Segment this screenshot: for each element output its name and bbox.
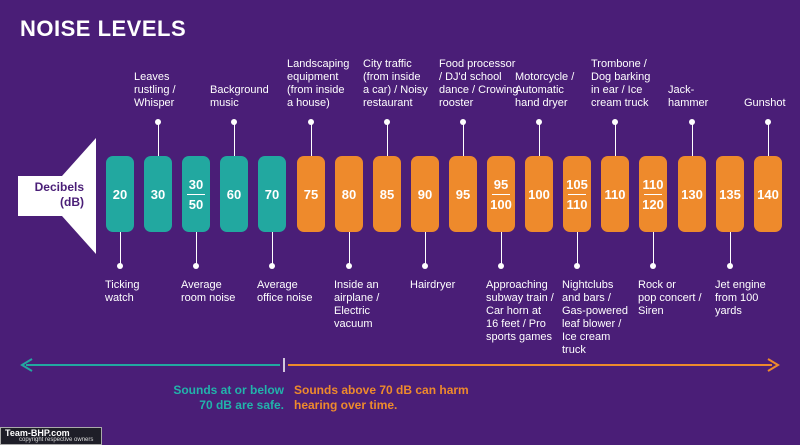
noise-source-label: Leaves rustling / Whisper (134, 71, 176, 109)
connector-dot (231, 119, 237, 125)
db-range-value: 110 120 (642, 176, 664, 212)
connector-dot (650, 263, 656, 269)
connector-dot (269, 263, 275, 269)
connector-line (730, 232, 731, 266)
connector-line (234, 122, 235, 156)
db-level-20: 20 (106, 156, 134, 232)
connector-line (501, 232, 502, 266)
noise-source-label: Rock or pop concert / Siren (638, 279, 702, 317)
connector-dot (498, 263, 504, 269)
watermark: Team-BHP.com copyright respective owners (0, 427, 102, 445)
db-value: 100 (528, 186, 550, 202)
connector-dot (765, 119, 771, 125)
db-level-100: 100 (525, 156, 553, 232)
db-level-30-50: 30 50 (182, 156, 210, 232)
connector-line (653, 232, 654, 266)
harm-zone-text: Sounds above 70 dB can harm hearing over … (294, 383, 469, 412)
noise-source-label: Inside an airplane / Electric vacuum (334, 279, 380, 330)
db-level-140: 140 (754, 156, 782, 232)
db-level-110-120: 110 120 (639, 156, 667, 232)
connector-dot (308, 119, 314, 125)
db-value: 20 (112, 186, 128, 202)
db-value: 95 (455, 186, 471, 202)
db-level-85: 85 (373, 156, 401, 232)
page-title: NOISE LEVELS (20, 16, 187, 41)
connector-dot (689, 119, 695, 125)
db-value: 130 (681, 186, 703, 202)
db-value: 30 (150, 186, 166, 202)
db-range-value: 30 50 (187, 176, 205, 212)
connector-dot (536, 119, 542, 125)
db-level-135: 135 (716, 156, 744, 232)
connector-line (577, 232, 578, 266)
db-range-value: 95 100 (490, 176, 512, 212)
noise-source-label: Hairdryer (410, 279, 456, 291)
connector-dot (460, 119, 466, 125)
watermark-brand: Team-BHP.com (5, 428, 70, 438)
db-range-value: 105 110 (566, 176, 588, 212)
connector-dot (422, 263, 428, 269)
db-level-130: 130 (678, 156, 706, 232)
connector-dot (193, 263, 199, 269)
db-level-90: 90 (411, 156, 439, 232)
db-level-70: 70 (258, 156, 286, 232)
db-level-110: 110 (601, 156, 629, 232)
connector-dot (117, 263, 123, 269)
watermark-note: copyright respective owners (19, 437, 94, 443)
db-value: 70 (264, 186, 280, 202)
connector-dot (384, 119, 390, 125)
db-value: 140 (757, 186, 779, 202)
connector-dot (155, 119, 161, 125)
connector-line (768, 122, 769, 156)
connector-line (539, 122, 540, 156)
safe-zone-text: Sounds at or below 70 dB are safe. (173, 383, 284, 412)
speaker-icon (18, 138, 96, 254)
db-level-60: 60 (220, 156, 248, 232)
noise-source-label: Food processor / DJ'd school dance / Crowi… (439, 58, 519, 109)
db-value: 110 (604, 186, 626, 202)
noise-source-label: Nightclubs and bars / Gas-powered leaf blow… (562, 279, 629, 356)
connector-dot (727, 263, 733, 269)
connector-line (158, 122, 159, 156)
noise-source-label: Landscaping equipment (from inside a house) (287, 58, 350, 109)
connector-dot (574, 263, 580, 269)
decibels-label: Decibels (dB) (34, 180, 84, 209)
connector-line (425, 232, 426, 266)
zone-arrows (20, 358, 780, 372)
noise-source-label: Average office noise (257, 279, 313, 304)
connector-line (615, 122, 616, 156)
noise-source-label: Motorcycle / Automatic hand dryer (515, 71, 575, 109)
db-value: 85 (379, 186, 395, 202)
noise-source-label: Background music (210, 84, 269, 109)
connector-dot (612, 119, 618, 125)
db-value: 75 (303, 186, 319, 202)
db-level-95-100: 95 100 (487, 156, 515, 232)
noise-source-label: Ticking watch (105, 279, 140, 304)
db-level-80: 80 (335, 156, 363, 232)
noise-source-label: Jack-hammer (668, 84, 709, 109)
db-value: 135 (719, 186, 741, 202)
db-level-75: 75 (297, 156, 325, 232)
connector-line (387, 122, 388, 156)
connector-line (272, 232, 273, 266)
noise-source-label: Jet engine from 100 yards (715, 279, 766, 317)
connector-line (349, 232, 350, 266)
db-value: 60 (226, 186, 242, 202)
connector-line (311, 122, 312, 156)
db-level-95: 95 (449, 156, 477, 232)
db-value: 80 (341, 186, 357, 202)
noise-source-label: Trombone / Dog barking in ear / Ice cream t… (591, 58, 651, 109)
db-level-30: 30 (144, 156, 172, 232)
db-value: 90 (417, 186, 433, 202)
connector-line (692, 122, 693, 156)
noise-source-label: Approaching subway train / Car horn at 16 f… (486, 279, 554, 343)
noise-source-label: Average room noise (181, 279, 236, 304)
connector-line (120, 232, 121, 266)
connector-dot (346, 263, 352, 269)
db-level-105-110: 105 110 (563, 156, 591, 232)
connector-line (196, 232, 197, 266)
noise-source-label: Gunshot (744, 97, 786, 109)
connector-line (463, 122, 464, 156)
noise-source-label: City traffic (from inside a car) / Noisy re… (363, 58, 428, 109)
